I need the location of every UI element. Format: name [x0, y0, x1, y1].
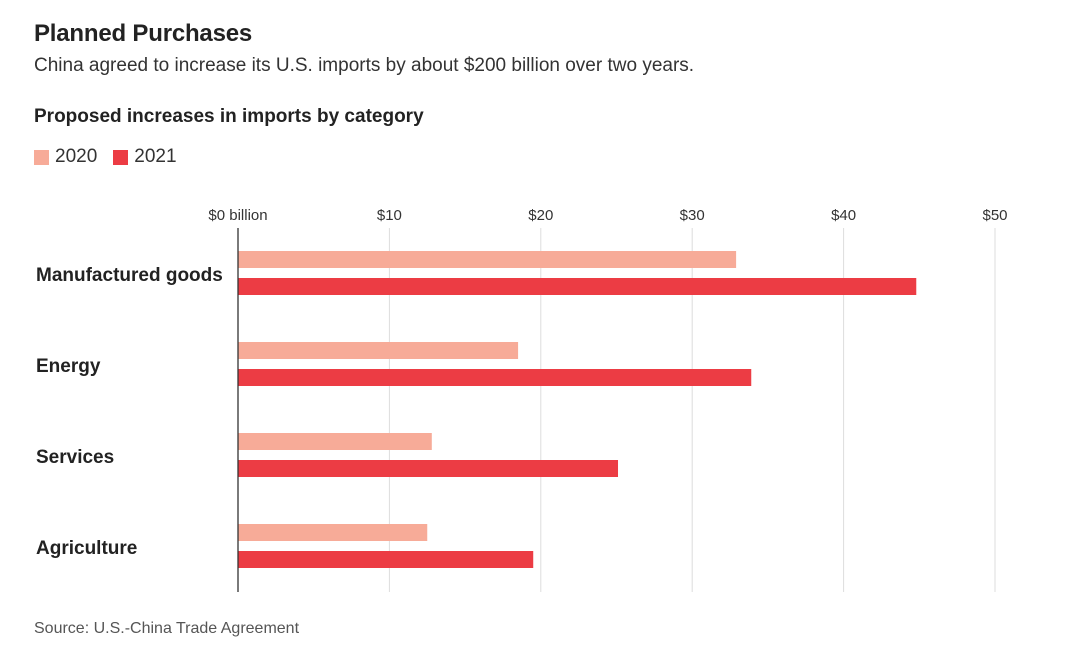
- chart-title: Planned Purchases: [34, 20, 253, 47]
- x-tick-label-30: $30: [680, 207, 705, 224]
- bar-2020-agriculture: [238, 524, 428, 541]
- legend-swatch-2021: [113, 149, 129, 165]
- bar-2020-services: [238, 433, 432, 450]
- x-tick-label-50: $50: [982, 207, 1007, 224]
- category-label-agriculture: Agriculture: [36, 538, 137, 559]
- category-label-services: Services: [36, 447, 114, 468]
- x-tick-label-40: $40: [831, 207, 856, 224]
- bar-2021-energy: [238, 369, 752, 386]
- source-note: Source: U.S.-China Trade Agreement: [34, 620, 300, 637]
- legend-swatch-2020: [34, 149, 49, 165]
- chart-section-label: Proposed increases in imports by categor…: [34, 106, 424, 127]
- legend-label-2020: 2020: [55, 146, 98, 167]
- bar-2020-manufactured-goods: [238, 251, 737, 268]
- chart-subtitle: China agreed to increase its U.S. import…: [34, 55, 695, 76]
- category-label-manufactured-goods: Manufactured goods: [36, 265, 223, 286]
- x-tick-label-10: $10: [377, 207, 402, 224]
- bar-2020-energy: [238, 342, 519, 359]
- legend-item-2021: 2021: [113, 146, 177, 168]
- bar-2021-services: [238, 460, 619, 477]
- x-tick-label-0: $0 billion: [208, 207, 267, 224]
- bar-2021-manufactured-goods: [238, 278, 917, 295]
- legend-item-2020: 2020: [34, 146, 97, 168]
- legend-label-2021: 2021: [134, 146, 177, 167]
- category-label-energy: Energy: [36, 356, 101, 377]
- legend: 2020 2021: [34, 146, 193, 168]
- bar-2021-agriculture: [238, 551, 534, 568]
- x-tick-label-20: $20: [528, 207, 553, 224]
